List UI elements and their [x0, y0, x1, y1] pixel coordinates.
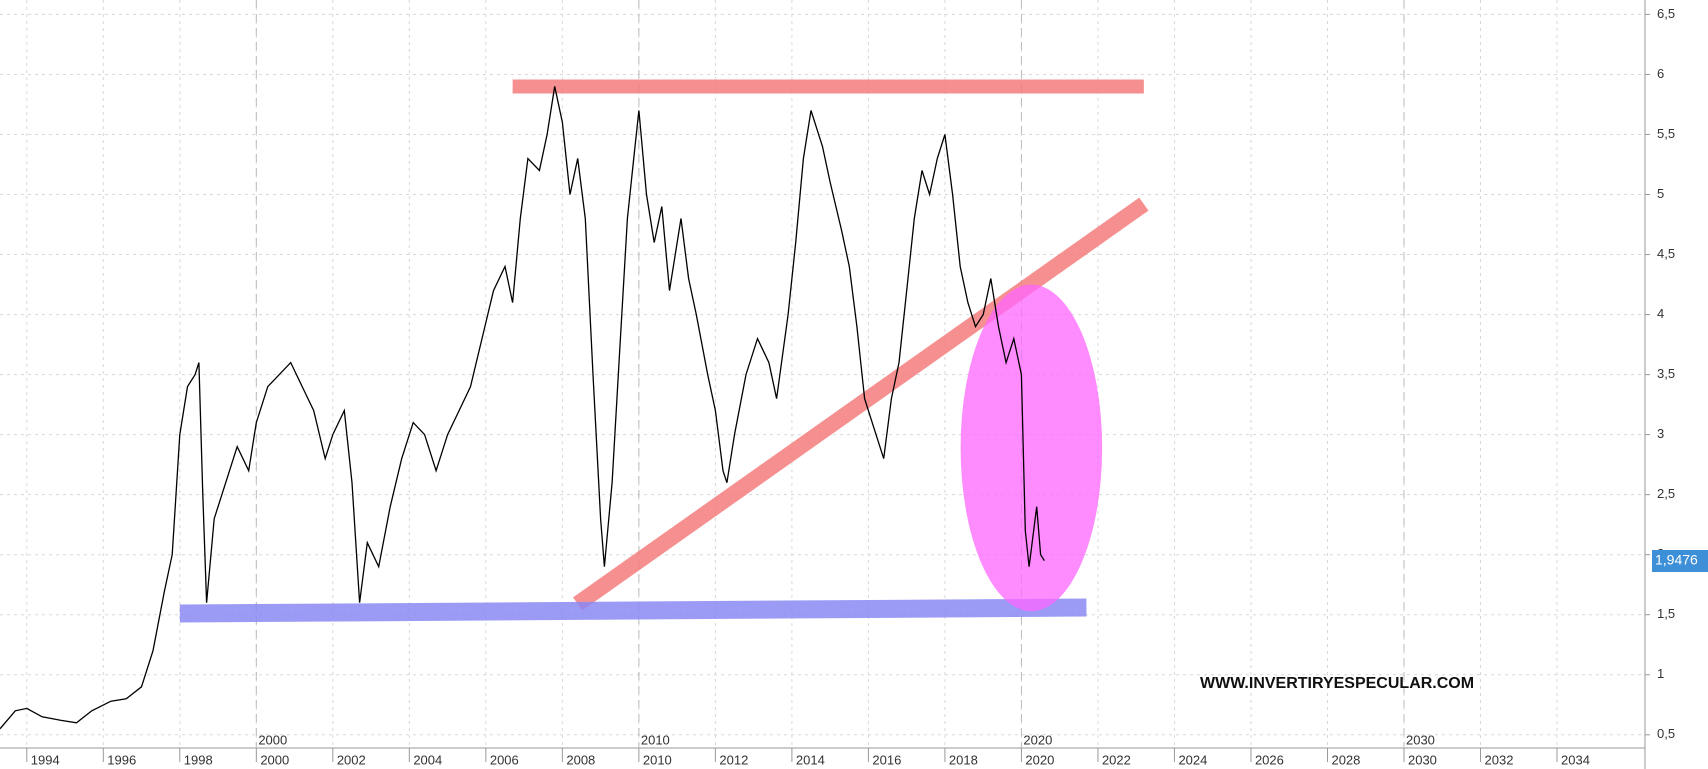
- y-tick-label: 1,5: [1657, 606, 1675, 621]
- x-tick-label: 2004: [413, 752, 442, 767]
- x-tick-label: 2014: [796, 752, 825, 767]
- y-tick-label: 0,5: [1657, 726, 1675, 741]
- x-tick-label: 1998: [184, 752, 213, 767]
- y-tick-label: 3,5: [1657, 366, 1675, 381]
- x-tick-label: 2008: [566, 752, 595, 767]
- y-tick-label: 2,5: [1657, 486, 1675, 501]
- x-tick-label: 2034: [1561, 752, 1590, 767]
- y-tick-label: 4,5: [1657, 246, 1675, 261]
- x-tick-label: 2018: [949, 752, 978, 767]
- x-tick-label: 2030: [1408, 752, 1437, 767]
- y-tick-label: 4: [1657, 306, 1664, 321]
- trendline: [179, 598, 1087, 623]
- x-tick-label: 2002: [337, 752, 366, 767]
- highlight-ellipse: [960, 284, 1103, 612]
- y-tick-label: 6: [1657, 66, 1664, 81]
- watermark: WWW.INVERTIRYESPECULAR.COM: [1200, 675, 1474, 692]
- trendline: [573, 197, 1149, 611]
- y-tick-label: 5,5: [1657, 126, 1675, 141]
- x-tick-label: 2032: [1485, 752, 1514, 767]
- decade-label: 2030: [1406, 732, 1435, 747]
- decade-label: 2000: [258, 732, 287, 747]
- x-tick-label: 2024: [1178, 752, 1207, 767]
- last-value-box: [1652, 549, 1708, 572]
- y-tick-label: 6,5: [1657, 6, 1675, 21]
- x-tick-label: 2022: [1102, 752, 1131, 767]
- price-line: [0, 86, 1045, 730]
- decade-label: 2010: [641, 732, 670, 747]
- x-tick-label: 2012: [719, 752, 748, 767]
- x-tick-label: 2026: [1255, 752, 1284, 767]
- x-tick-label: 2010: [643, 752, 672, 767]
- y-tick-label: 5: [1657, 186, 1664, 201]
- last-value-label: 1,9476: [1655, 552, 1698, 568]
- x-tick-label: 2016: [872, 752, 901, 767]
- decade-label: 2020: [1023, 732, 1052, 747]
- x-tick-label: 2006: [490, 752, 519, 767]
- x-tick-label: 2020: [1025, 752, 1054, 767]
- x-tick-label: 1996: [107, 752, 136, 767]
- x-tick-label: 2028: [1331, 752, 1360, 767]
- y-tick-label: 1: [1657, 666, 1664, 681]
- y-tick-label: 3: [1657, 426, 1664, 441]
- x-tick-label: 2000: [260, 752, 289, 767]
- x-tick-label: 1994: [31, 752, 60, 767]
